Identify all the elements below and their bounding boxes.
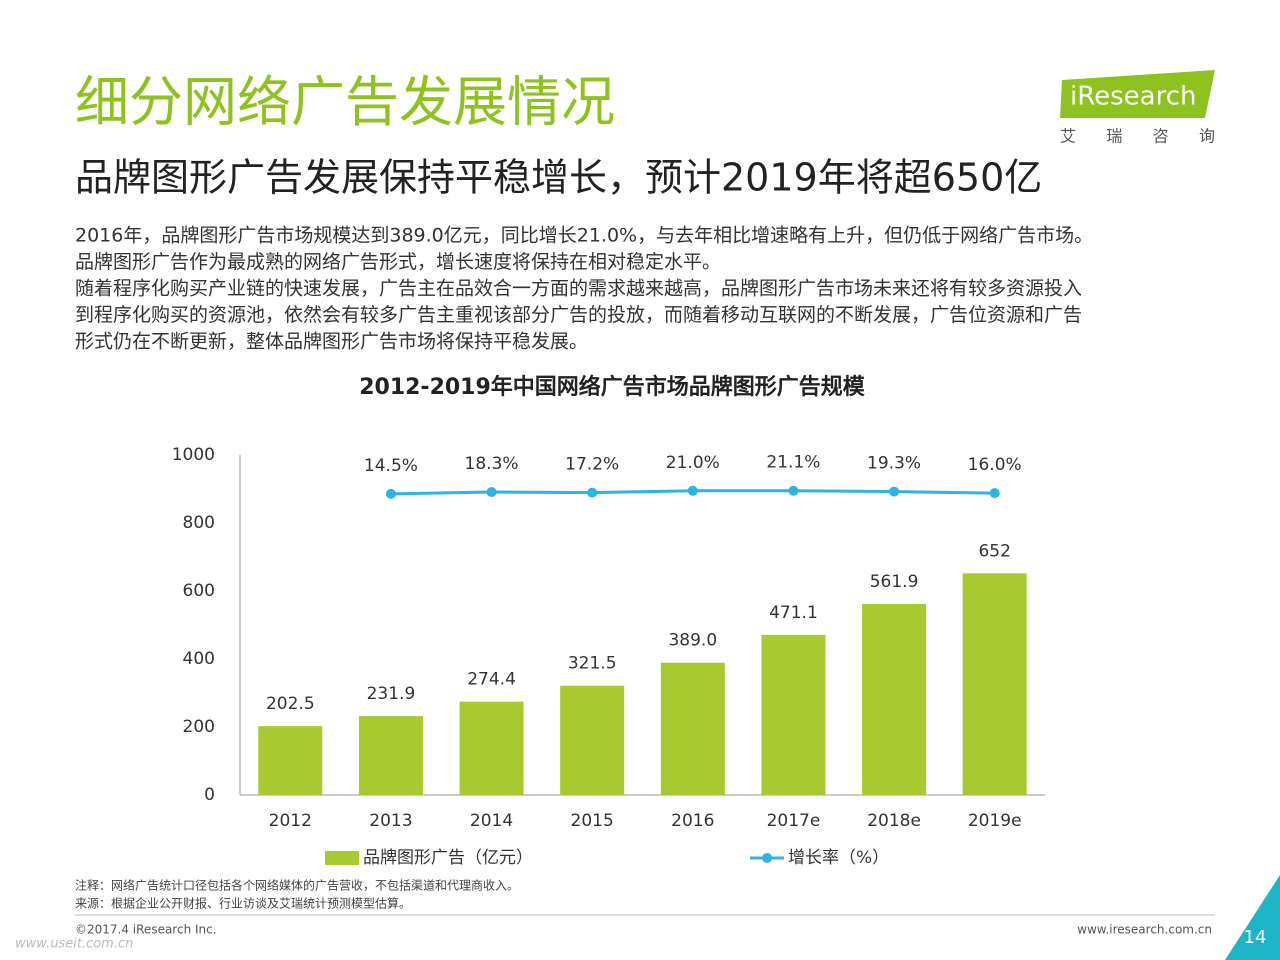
data-label: 18.3% xyxy=(465,454,519,474)
bar xyxy=(358,716,423,795)
y-tick-label: 200 xyxy=(183,717,215,737)
page-number: 14 xyxy=(1244,927,1267,948)
data-label: 231.9 xyxy=(367,684,416,704)
y-tick-label: 600 xyxy=(183,581,215,601)
title: 细分网络广告发展情况 xyxy=(75,71,615,134)
body-line: 到程序化购买的资源池，依然会有较多广告主重视该部分广告的投放，而随着移动互联网的… xyxy=(75,304,1082,326)
watermark: www.useit.com.cn xyxy=(15,937,133,952)
body-line: 形式仍在不断更新，整体品牌图形广告市场将保持平稳发展。 xyxy=(75,331,588,353)
legend-swatch xyxy=(762,853,772,863)
data-label: 19.3% xyxy=(867,454,921,474)
data-label: 202.5 xyxy=(266,694,315,714)
data-label: 17.2% xyxy=(565,455,619,475)
bar xyxy=(258,726,323,795)
x-tick-label: 2019e xyxy=(968,811,1022,831)
y-tick-label: 0 xyxy=(204,785,215,805)
bar xyxy=(862,603,927,795)
x-tick-label: 2013 xyxy=(369,811,412,831)
site: www.iresearch.com.cn xyxy=(1077,923,1212,937)
legend-label: 品牌图形广告（亿元） xyxy=(363,848,533,868)
y-tick-label: 1000 xyxy=(172,445,215,465)
legend-swatch xyxy=(325,851,359,865)
x-tick-label: 2016 xyxy=(671,811,714,831)
data-label: 389.0 xyxy=(668,631,717,651)
x-tick-label: 2012 xyxy=(269,811,312,831)
x-tick-label: 2018e xyxy=(867,811,921,831)
note: 来源：根据企业公开财报、行业访谈及艾瑞统计预测模型估算。 xyxy=(75,896,411,911)
x-tick-label: 2017e xyxy=(767,811,821,831)
line-point xyxy=(385,488,396,499)
line-point xyxy=(486,487,497,498)
logo: iResearch xyxy=(1070,82,1196,112)
x-tick-label: 2015 xyxy=(571,811,614,831)
copyright: ©2017.4 iResearch Inc. xyxy=(75,923,217,937)
body-line: 品牌图形广告作为最成熟的网络广告形式，增长速度将保持在相对稳定水平。 xyxy=(75,251,721,273)
line-point xyxy=(788,485,799,496)
y-tick-label: 800 xyxy=(183,513,215,533)
bar xyxy=(560,685,625,795)
y-tick-label: 400 xyxy=(183,649,215,669)
note: 注释：网络广告统计口径包括各个网络媒体的广告营收，不包括渠道和代理商收入。 xyxy=(75,878,519,893)
bar xyxy=(660,662,725,795)
logo-bg xyxy=(1060,70,1215,118)
data-label: 321.5 xyxy=(568,654,617,674)
data-label: 16.0% xyxy=(968,455,1022,475)
data-label: 21.0% xyxy=(666,453,720,473)
subtitle: 品牌图形广告发展保持平稳增长，预计2019年将超650亿 xyxy=(75,156,1042,200)
body-line: 随着程序化购买产业链的快速发展，广告主在品效合一方面的需求越来越高，品牌图形广告… xyxy=(75,278,1082,300)
body-line: 2016年，品牌图形广告市场规模达到389.0亿元，同比增长21.0%，与去年相… xyxy=(75,225,1093,247)
legend-label: 增长率（%） xyxy=(788,848,889,868)
line-point xyxy=(989,488,1000,499)
bar xyxy=(761,634,826,795)
data-label: 274.4 xyxy=(467,670,516,690)
chart-title: 2012-2019年中国网络广告市场品牌图形广告规模 xyxy=(359,374,866,400)
bar xyxy=(962,573,1027,795)
line-point xyxy=(889,486,900,497)
data-label: 21.1% xyxy=(766,453,820,473)
data-label: 652 xyxy=(978,541,1010,561)
data-label: 561.9 xyxy=(870,572,919,592)
line-point xyxy=(587,487,598,498)
x-tick-label: 2014 xyxy=(470,811,513,831)
corner xyxy=(1225,875,1280,960)
data-label: 14.5% xyxy=(364,456,418,476)
line-point xyxy=(687,485,698,496)
data-label: 471.1 xyxy=(769,603,818,623)
bar xyxy=(459,701,524,795)
